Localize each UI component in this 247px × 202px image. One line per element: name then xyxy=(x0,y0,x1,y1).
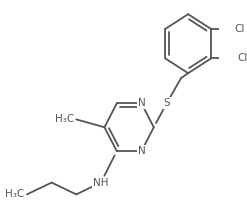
Text: N: N xyxy=(138,146,145,156)
Text: Cl: Cl xyxy=(235,24,245,34)
Text: NH: NH xyxy=(93,178,109,188)
Text: S: S xyxy=(164,98,170,108)
Text: Cl: Cl xyxy=(237,53,247,63)
Text: H₃C: H₃C xyxy=(5,189,24,199)
Text: H₃C: H₃C xyxy=(55,114,75,124)
Text: N: N xyxy=(138,98,145,108)
